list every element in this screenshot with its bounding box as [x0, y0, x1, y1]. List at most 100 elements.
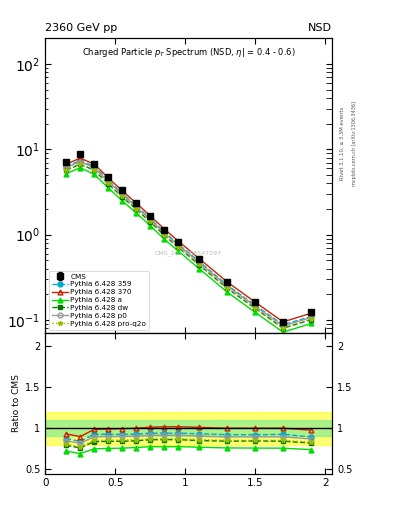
Line: Pythia 6.428 370: Pythia 6.428 370: [64, 156, 314, 324]
Pythia 6.428 p0: [134, 204, 138, 210]
Pythia 6.428 p0: [162, 230, 167, 236]
Pythia 6.428 dw: [92, 167, 97, 173]
Pythia 6.428 a: [281, 329, 285, 335]
Pythia 6.428 pro-q2o: [253, 305, 257, 311]
Pythia 6.428 370: [162, 226, 167, 232]
Pythia 6.428 pro-q2o: [92, 166, 97, 173]
Bar: [45, 412, 332, 445]
Y-axis label: Ratio to CMS: Ratio to CMS: [12, 374, 21, 432]
Pythia 6.428 359: [78, 158, 83, 164]
Pythia 6.428 p0: [253, 303, 257, 309]
Pythia 6.428 359: [281, 322, 285, 328]
Pythia 6.428 370: [197, 255, 202, 262]
Pythia 6.428 a: [176, 248, 180, 254]
Pythia 6.428 a: [197, 266, 202, 272]
Line: Pythia 6.428 dw: Pythia 6.428 dw: [64, 162, 314, 331]
Pythia 6.428 359: [134, 203, 138, 209]
Pythia 6.428 a: [309, 321, 314, 327]
Pythia 6.428 370: [120, 187, 125, 194]
Pythia 6.428 p0: [78, 159, 83, 165]
Pythia 6.428 pro-q2o: [78, 161, 83, 167]
Pythia 6.428 dw: [309, 316, 314, 323]
Pythia 6.428 p0: [120, 191, 125, 198]
Pythia 6.428 370: [148, 212, 152, 219]
Pythia 6.428 a: [106, 185, 110, 191]
Pythia 6.428 370: [225, 279, 230, 285]
Line: Pythia 6.428 a: Pythia 6.428 a: [64, 165, 314, 335]
Text: NSD: NSD: [308, 23, 332, 33]
Pythia 6.428 359: [120, 190, 125, 197]
Text: mcplots.cern.ch [arXiv:1306.3436]: mcplots.cern.ch [arXiv:1306.3436]: [352, 101, 357, 186]
Pythia 6.428 370: [309, 310, 314, 316]
Pythia 6.428 359: [64, 163, 68, 169]
Pythia 6.428 dw: [225, 285, 230, 291]
Pythia 6.428 359: [92, 163, 97, 169]
Pythia 6.428 370: [134, 200, 138, 206]
Pythia 6.428 370: [106, 175, 110, 181]
Pythia 6.428 370: [253, 299, 257, 305]
Pythia 6.428 dw: [64, 167, 68, 173]
Pythia 6.428 dw: [106, 181, 110, 187]
Pythia 6.428 pro-q2o: [120, 193, 125, 199]
Pythia 6.428 pro-q2o: [309, 316, 314, 323]
Text: Rivet 3.1.10, ≥ 3.3M events: Rivet 3.1.10, ≥ 3.3M events: [340, 106, 345, 180]
Line: Pythia 6.428 pro-q2o: Pythia 6.428 pro-q2o: [64, 161, 314, 330]
Pythia 6.428 a: [120, 198, 125, 204]
Pythia 6.428 a: [162, 236, 167, 242]
Pythia 6.428 359: [148, 216, 152, 222]
Pythia 6.428 p0: [92, 165, 97, 171]
Pythia 6.428 pro-q2o: [162, 231, 167, 238]
Pythia 6.428 359: [106, 177, 110, 183]
Pythia 6.428 dw: [253, 305, 257, 311]
Line: Pythia 6.428 359: Pythia 6.428 359: [64, 158, 314, 327]
Text: CMS_2010_S8547297: CMS_2010_S8547297: [155, 251, 222, 257]
Pythia 6.428 dw: [176, 244, 180, 250]
Text: Charged Particle $p_T$ Spectrum (NSD, $\eta|$ = 0.4 - 0.6): Charged Particle $p_T$ Spectrum (NSD, $\…: [82, 46, 296, 59]
Pythia 6.428 370: [78, 155, 83, 161]
Pythia 6.428 359: [197, 259, 202, 265]
Pythia 6.428 pro-q2o: [106, 180, 110, 186]
Pythia 6.428 370: [64, 161, 68, 167]
Pythia 6.428 a: [253, 309, 257, 315]
Pythia 6.428 359: [309, 313, 314, 319]
Pythia 6.428 pro-q2o: [176, 244, 180, 250]
Pythia 6.428 dw: [78, 161, 83, 167]
Pythia 6.428 p0: [106, 178, 110, 184]
Pythia 6.428 a: [64, 170, 68, 177]
Pythia 6.428 dw: [281, 325, 285, 331]
Legend: CMS, Pythia 6.428 359, Pythia 6.428 370, Pythia 6.428 a, Pythia 6.428 dw, Pythia: CMS, Pythia 6.428 359, Pythia 6.428 370,…: [49, 271, 149, 330]
Pythia 6.428 a: [78, 165, 83, 171]
Pythia 6.428 359: [162, 229, 167, 235]
Pythia 6.428 p0: [148, 217, 152, 223]
Pythia 6.428 dw: [120, 194, 125, 200]
Pythia 6.428 pro-q2o: [225, 285, 230, 291]
Pythia 6.428 a: [134, 210, 138, 216]
Pythia 6.428 pro-q2o: [148, 218, 152, 224]
Pythia 6.428 dw: [134, 206, 138, 212]
Pythia 6.428 359: [225, 282, 230, 288]
Pythia 6.428 370: [92, 161, 97, 167]
Bar: [45, 420, 332, 436]
Pythia 6.428 p0: [64, 165, 68, 171]
Pythia 6.428 p0: [176, 242, 180, 248]
Pythia 6.428 p0: [281, 323, 285, 329]
Pythia 6.428 pro-q2o: [197, 261, 202, 267]
Pythia 6.428 dw: [197, 262, 202, 268]
Pythia 6.428 p0: [309, 314, 314, 321]
Line: Pythia 6.428 p0: Pythia 6.428 p0: [64, 159, 314, 329]
Pythia 6.428 a: [148, 223, 152, 229]
Pythia 6.428 pro-q2o: [134, 206, 138, 212]
Pythia 6.428 p0: [225, 283, 230, 289]
Pythia 6.428 pro-q2o: [281, 325, 285, 331]
Pythia 6.428 p0: [197, 260, 202, 266]
Pythia 6.428 a: [92, 171, 97, 177]
Pythia 6.428 pro-q2o: [64, 166, 68, 173]
Text: 2360 GeV pp: 2360 GeV pp: [45, 23, 118, 33]
Pythia 6.428 359: [176, 241, 180, 247]
Pythia 6.428 dw: [148, 219, 152, 225]
Pythia 6.428 a: [225, 289, 230, 295]
Pythia 6.428 370: [281, 319, 285, 325]
Pythia 6.428 359: [253, 302, 257, 308]
Pythia 6.428 370: [176, 238, 180, 244]
Pythia 6.428 dw: [162, 232, 167, 238]
